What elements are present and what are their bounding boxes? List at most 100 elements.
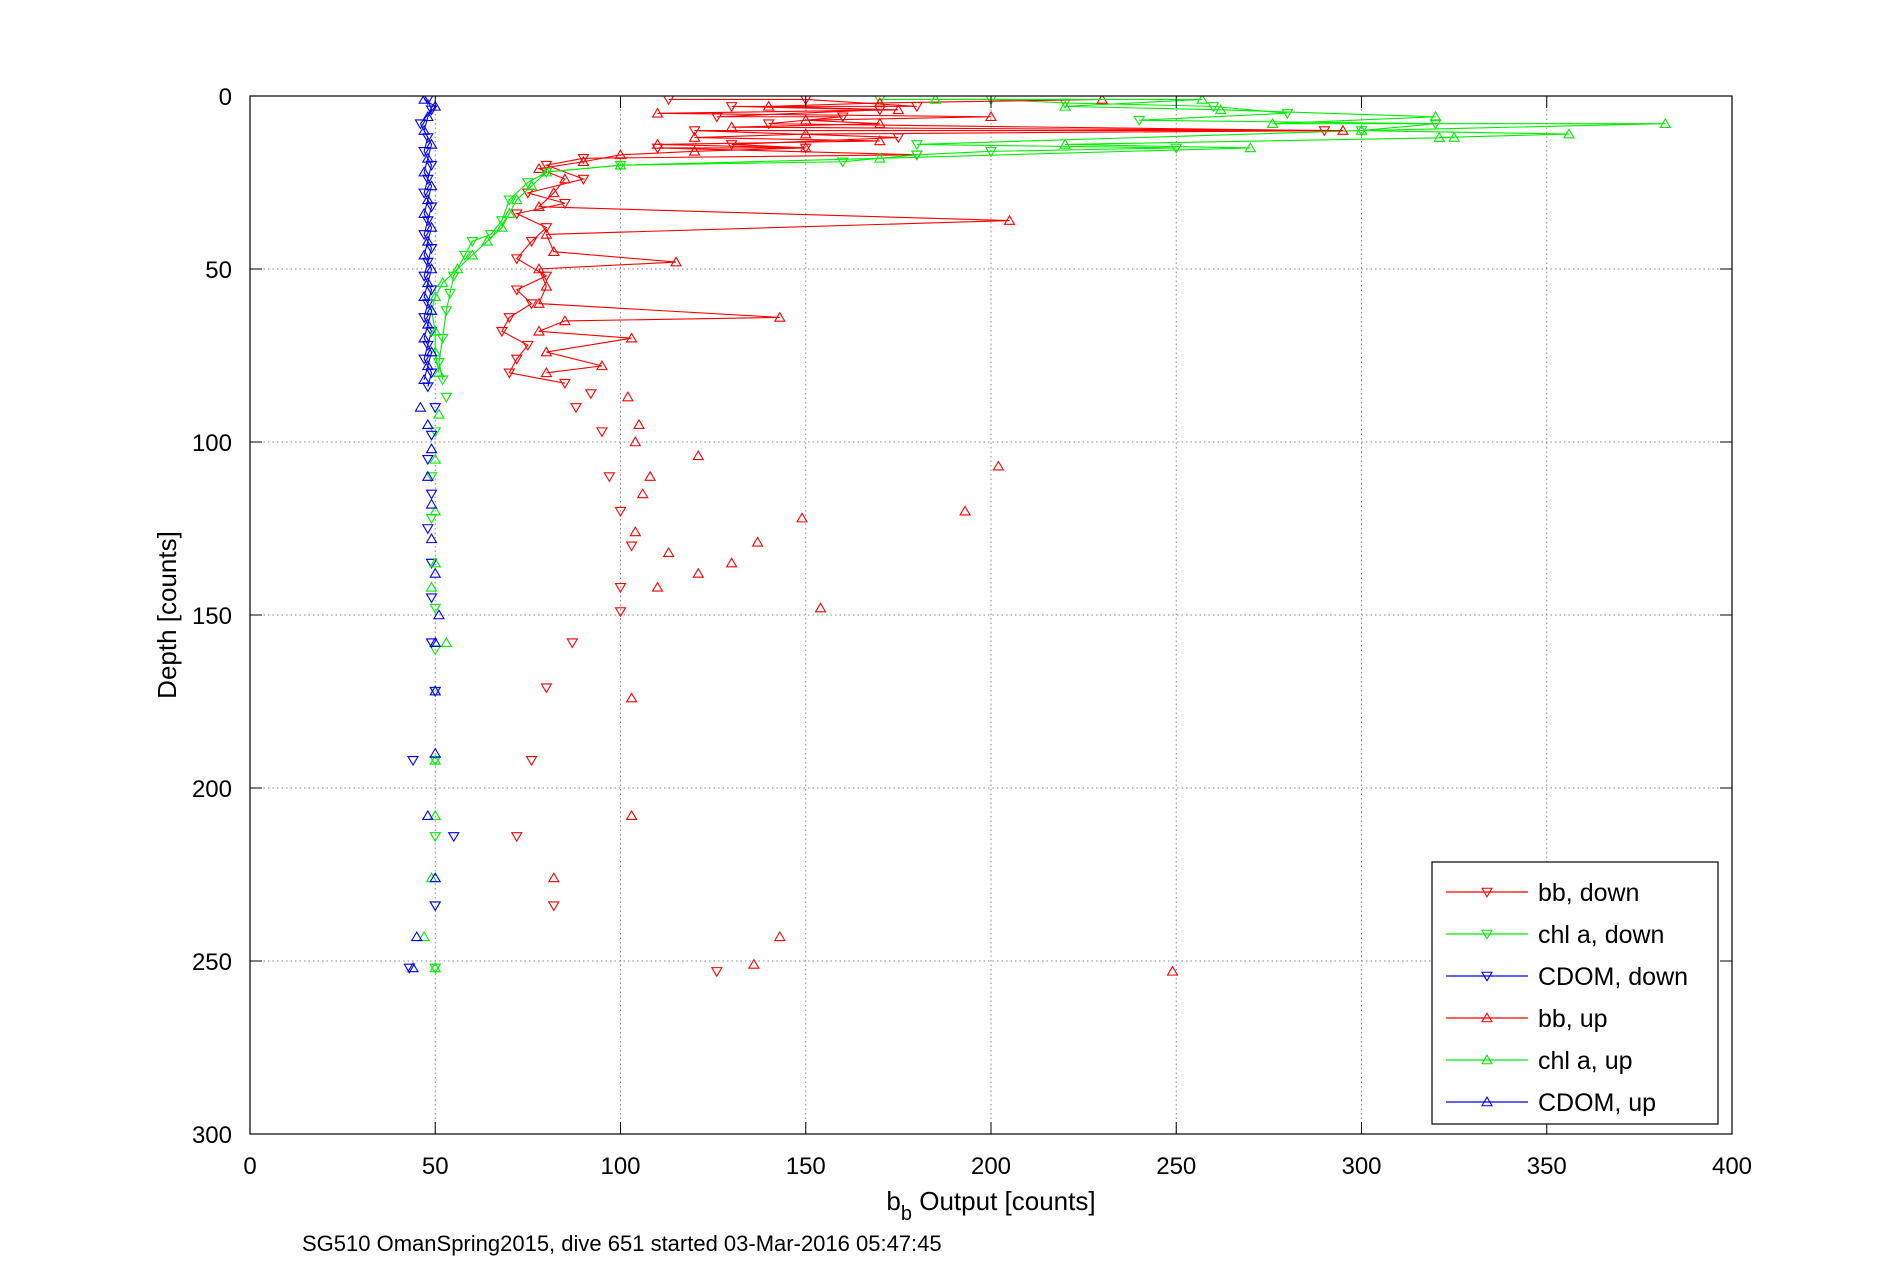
data-point xyxy=(1196,96,1209,104)
x-tick-label: 200 xyxy=(971,1153,1011,1180)
data-point xyxy=(429,567,442,578)
data-point xyxy=(432,358,445,369)
data-point xyxy=(688,131,701,142)
data-point xyxy=(725,102,738,113)
data-point xyxy=(614,159,627,170)
x-tick-label: 250 xyxy=(1156,1153,1196,1180)
data-point xyxy=(533,263,545,274)
data-point xyxy=(651,138,664,149)
y-tick-label: 300 xyxy=(192,1122,232,1149)
data-point xyxy=(429,962,442,973)
data-point xyxy=(873,117,886,128)
data-point xyxy=(444,288,457,300)
data-point xyxy=(1337,124,1349,135)
series-line xyxy=(423,98,437,380)
data-point xyxy=(547,872,560,883)
data-point xyxy=(540,228,553,239)
data-point xyxy=(762,119,775,130)
data-point xyxy=(418,373,431,385)
data-point xyxy=(663,96,675,106)
data-point xyxy=(421,382,434,393)
y-tick-label: 250 xyxy=(192,949,232,976)
data-point xyxy=(425,581,438,592)
data-point xyxy=(558,315,571,326)
data-point xyxy=(959,505,972,516)
data-point xyxy=(421,152,434,163)
data-point xyxy=(521,340,534,351)
series-layer xyxy=(403,96,1672,978)
data-point xyxy=(429,809,442,820)
data-point xyxy=(633,418,645,430)
data-point xyxy=(510,254,523,265)
data-point xyxy=(651,581,664,592)
data-point xyxy=(985,147,997,158)
data-point xyxy=(725,557,738,568)
data-point xyxy=(418,290,431,301)
ticks xyxy=(249,95,1733,1135)
data-point xyxy=(432,609,445,620)
data-point xyxy=(566,638,579,649)
data-point xyxy=(425,243,438,255)
data-point xyxy=(414,401,427,412)
data-point xyxy=(425,221,438,232)
data-point xyxy=(629,436,642,447)
data-point xyxy=(800,96,812,106)
data-point xyxy=(421,299,434,310)
legend: bb, down chl a, down CDOM, down bb, up chl a… xyxy=(1431,861,1719,1125)
data-point xyxy=(1355,124,1368,135)
data-point xyxy=(874,96,886,106)
data-point xyxy=(1659,117,1672,128)
data-point xyxy=(1059,138,1072,149)
data-point xyxy=(985,110,997,122)
data-point xyxy=(596,360,608,371)
legend-marker xyxy=(1481,1054,1493,1065)
series-group xyxy=(407,96,445,973)
data-point xyxy=(1448,131,1461,142)
data-point xyxy=(418,354,431,365)
data-point xyxy=(503,195,516,206)
data-point xyxy=(429,832,442,843)
data-point xyxy=(447,832,460,843)
data-point xyxy=(540,223,553,234)
data-point xyxy=(421,470,434,481)
data-point xyxy=(425,202,438,213)
data-point xyxy=(440,636,453,647)
data-point xyxy=(421,360,434,371)
data-point xyxy=(425,346,438,357)
data-point xyxy=(510,285,523,296)
data-point xyxy=(614,506,627,518)
data-point xyxy=(425,443,438,454)
data-point xyxy=(425,513,438,524)
data-point xyxy=(429,685,442,696)
data-point xyxy=(929,96,942,104)
data-point xyxy=(692,450,705,461)
data-point xyxy=(421,318,434,329)
data-point xyxy=(992,460,1005,471)
data-point xyxy=(418,249,431,260)
data-point xyxy=(425,304,438,315)
data-point xyxy=(432,408,445,419)
data-point xyxy=(429,754,442,765)
data-point xyxy=(418,166,431,177)
data-point xyxy=(421,174,434,185)
data-point xyxy=(418,271,431,282)
data-point xyxy=(540,166,553,177)
y-tick-label: 150 xyxy=(192,603,232,630)
data-point xyxy=(625,332,638,343)
data-point xyxy=(651,107,664,118)
data-point xyxy=(614,583,627,594)
data-point xyxy=(429,557,442,568)
data-point xyxy=(799,114,812,125)
data-point xyxy=(1214,104,1227,115)
data-point xyxy=(425,326,438,338)
data-point xyxy=(436,375,449,386)
data-point xyxy=(799,142,812,153)
data-point xyxy=(429,505,442,516)
data-point xyxy=(466,237,479,248)
series-line xyxy=(536,98,1343,374)
data-point xyxy=(814,602,827,613)
data-point xyxy=(540,366,553,378)
data-point xyxy=(429,872,442,883)
data-point xyxy=(873,135,886,146)
data-point xyxy=(429,325,442,336)
